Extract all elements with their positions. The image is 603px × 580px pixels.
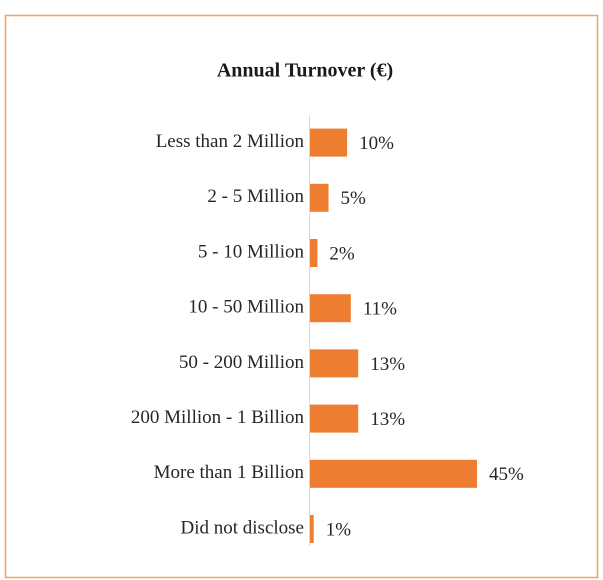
- category-label: More than 1 Billion: [154, 462, 305, 483]
- data-label: 13%: [370, 354, 405, 375]
- data-label: 2%: [329, 243, 355, 264]
- category-label: 50 - 200 Million: [179, 352, 305, 373]
- bar: [310, 404, 359, 433]
- category-label: Did not disclose: [181, 517, 305, 538]
- category-label: 200 Million - 1 Billion: [131, 407, 305, 428]
- data-label: 1%: [326, 519, 352, 540]
- data-label: 5%: [341, 188, 367, 209]
- data-label: 45%: [489, 464, 524, 485]
- category-label: 10 - 50 Million: [188, 297, 304, 318]
- bar: [310, 349, 359, 378]
- bar: [310, 128, 348, 157]
- bar: [310, 294, 351, 323]
- category-label: 2 - 5 Million: [207, 186, 304, 207]
- chart-frame: [4, 14, 599, 579]
- bar: [310, 183, 329, 212]
- data-label: 10%: [359, 133, 394, 154]
- bar: [310, 459, 477, 488]
- data-label: 13%: [370, 409, 405, 430]
- bar: [310, 515, 314, 543]
- chart-title: Annual Turnover (€): [217, 60, 393, 82]
- data-label: 11%: [363, 299, 397, 320]
- category-label: 5 - 10 Million: [198, 241, 305, 262]
- category-label: Less than 2 Million: [156, 131, 305, 152]
- bar: [310, 239, 318, 267]
